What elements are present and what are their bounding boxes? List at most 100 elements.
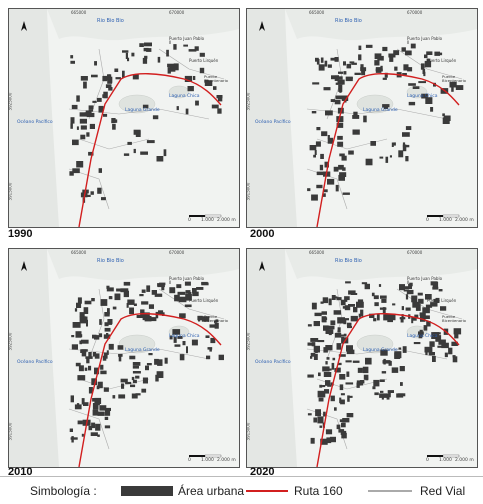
side-coord-1: 5915000 [8, 422, 13, 441]
scale-label-0: 0 [426, 218, 429, 223]
legend-roads-label: Red Vial [420, 484, 466, 498]
urban-area [69, 281, 224, 443]
top-coord-1: 670000 [407, 10, 423, 15]
scale-label-1: 1.000 [201, 458, 214, 463]
scale-label-2: 2.000 m [217, 218, 236, 223]
scale-label-0: 0 [426, 458, 429, 463]
ruta-160-line [316, 73, 460, 227]
legend-urban-swatch [121, 486, 173, 496]
year-label-2010: 2010 [8, 466, 33, 478]
top-coord-1: 670000 [169, 250, 185, 255]
scale-bar [427, 454, 460, 458]
river-area [47, 249, 239, 281]
laguna-chica-shape [168, 85, 190, 99]
north-arrow-icon [259, 21, 265, 31]
ocean-label: Océano Pacífico [17, 120, 53, 125]
river-area [47, 9, 239, 41]
side-coord-1: 5915000 [246, 182, 251, 201]
scale-label-1: 1.000 [439, 458, 452, 463]
ocean-area [247, 9, 297, 227]
legend-route-swatch [246, 490, 288, 492]
scale-label-1: 1.000 [201, 218, 214, 223]
laguna-grande-label: Laguna Grande [125, 348, 160, 353]
puente-label: Puente Bicentenario [204, 314, 228, 323]
ruta-160-line [78, 73, 222, 227]
puente-label: Puente Bicentenario [442, 74, 466, 83]
side-coord-1: 5915000 [246, 422, 251, 441]
ocean-label: Océano Pacífico [255, 120, 291, 125]
river-area [285, 249, 477, 281]
laguna-chica-label: Laguna Chica [169, 94, 200, 99]
legend: Simbología : Área urbana Ruta 160 Red Vi… [0, 480, 483, 502]
laguna-grande-shape [118, 334, 156, 354]
ocean-label: Océano Pacífico [255, 360, 291, 365]
scale-bar [189, 214, 222, 218]
scale-bar [189, 454, 222, 458]
scale-label-2: 2.000 m [455, 218, 474, 223]
laguna-grande-label: Laguna Grande [125, 108, 160, 113]
map-panel-2000: Rio Bio Bio Océano Pacífico Laguna Grande L… [246, 8, 478, 228]
ruta-160-line [78, 313, 222, 467]
laguna-chica-label: Laguna Chica [407, 94, 438, 99]
legend-roads-swatch [368, 490, 412, 492]
ruta-160-line [316, 313, 460, 467]
map-panel-2010: Rio Bio Bio Océano Pacífico Laguna Grande L… [8, 248, 240, 468]
north-arrow-icon [21, 21, 27, 31]
side-coord-0: 5925000 [246, 332, 251, 351]
side-coord-0: 5925000 [8, 92, 13, 111]
scale-bar [427, 214, 460, 218]
legend-divider [0, 476, 483, 477]
scale-label-1: 1.000 [439, 218, 452, 223]
year-label-1990: 1990 [8, 228, 33, 240]
river-area [285, 9, 477, 41]
side-coord-0: 5925000 [8, 332, 13, 351]
river-label: Rio Bio Bio [97, 258, 124, 264]
puente-label: Puente Bicentenario [204, 74, 228, 83]
legend-route-label: Ruta 160 [294, 484, 343, 498]
top-coord-0: 665000 [71, 250, 87, 255]
urban-area [69, 42, 223, 203]
puerto-lirquen-label: Puerto Lirquén [189, 58, 219, 63]
laguna-chica-label: Laguna Chica [407, 334, 438, 339]
puerto-lirquen-label: Puerto Lirquén [427, 298, 457, 303]
puerto-juan-pablo-label: Puerto Juan Pablo II [169, 36, 205, 46]
side-coord-0: 5925000 [246, 92, 251, 111]
north-arrow-icon [21, 261, 27, 271]
top-coord-1: 670000 [169, 10, 185, 15]
scale-label-2: 2.000 m [455, 458, 474, 463]
scale-label-0: 0 [188, 458, 191, 463]
river-label: Rio Bio Bio [97, 18, 124, 24]
north-arrow-icon [259, 261, 265, 271]
map-panel-1990: Rio Bio Bio Océano Pacífico Laguna Grande L… [8, 8, 240, 228]
year-label-2020: 2020 [250, 466, 275, 478]
laguna-chica-label: Laguna Chica [169, 334, 200, 339]
puerto-juan-pablo-label: Puerto Juan Pablo II [169, 276, 205, 286]
puerto-juan-pablo-label: Puerto Juan Pablo II [407, 36, 443, 46]
puente-label: Puente Bicentenario [442, 314, 466, 323]
scale-label-0: 0 [188, 218, 191, 223]
top-coord-0: 665000 [71, 10, 87, 15]
legend-title: Simbología : [30, 484, 97, 498]
top-coord-0: 665000 [309, 250, 325, 255]
river-label: Rio Bio Bio [335, 18, 362, 24]
ocean-area [9, 249, 59, 467]
laguna-grande-shape [118, 94, 156, 114]
ocean-label: Océano Pacífico [17, 360, 53, 365]
laguna-grande-label: Laguna Grande [363, 108, 398, 113]
river-label: Rio Bio Bio [335, 258, 362, 264]
top-coord-0: 665000 [309, 10, 325, 15]
ocean-area [247, 249, 297, 467]
laguna-grande-label: Laguna Grande [363, 348, 398, 353]
puerto-lirquen-label: Puerto Lirquén [189, 298, 219, 303]
legend-urban-label: Área urbana [178, 484, 245, 498]
urban-area [307, 281, 462, 445]
puerto-juan-pablo-label: Puerto Juan Pablo II [407, 276, 443, 286]
side-coord-1: 5915000 [8, 182, 13, 201]
scale-label-2: 2.000 m [217, 458, 236, 463]
map-panel-2020: Rio Bio Bio Océano Pacífico Laguna Grande L… [246, 248, 478, 468]
top-coord-1: 670000 [407, 250, 423, 255]
puerto-lirquen-label: Puerto Lirquén [427, 58, 457, 63]
year-label-2000: 2000 [250, 228, 275, 240]
laguna-grande-shape [356, 334, 394, 354]
ocean-area [9, 9, 59, 227]
